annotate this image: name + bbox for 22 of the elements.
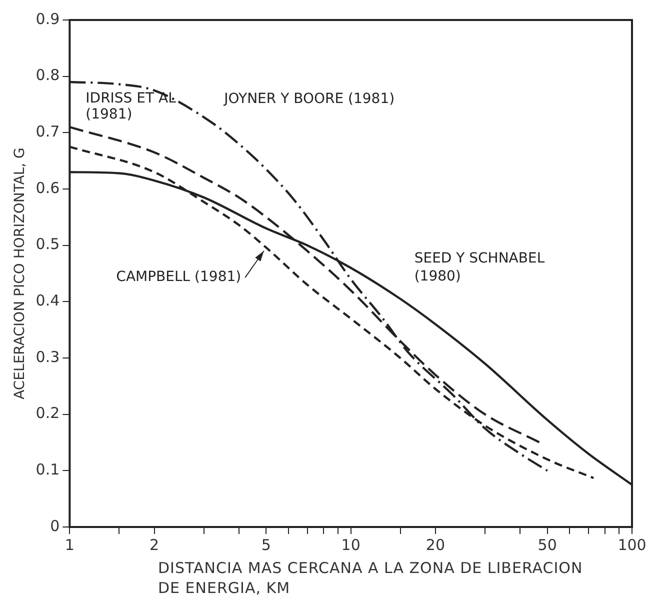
x-tick-label: 2: [150, 536, 160, 554]
y-tick-label: 0.4: [36, 292, 60, 310]
y-tick-label: 0.5: [36, 235, 60, 254]
y-axis-title: ACELERACION PICO HORIZONTAL, G: [12, 148, 28, 400]
y-tick-label: 0.3: [36, 348, 60, 366]
y-tick-label: 0.9: [36, 10, 60, 28]
y-tick-label: 0.6: [36, 178, 60, 197]
x-tick-label: 50: [538, 536, 557, 554]
series-label: JOYNER Y BOORE (1981): [223, 91, 395, 108]
x-tick-label: 1: [64, 536, 74, 554]
y-tick-label: 0: [50, 516, 60, 535]
y-tick-label: 0.8: [36, 66, 60, 84]
x-tick-label: 100: [618, 536, 646, 554]
y-tick-label: 0.2: [36, 404, 60, 422]
series-label: SEED Y SCHNABEL (1980): [414, 250, 545, 284]
x-tick-label: 5: [261, 536, 271, 554]
y-tick-label: 0.1: [36, 460, 60, 479]
y-tick-label: 0.7: [36, 122, 60, 141]
text: CAMPBELL (1981): [116, 269, 242, 286]
x-tick-label: 10: [341, 536, 360, 554]
x-tick-label: 20: [426, 536, 446, 554]
x-axis-title: DISTANCIA MAS CERCANA A LA ZONA DE LIBERACION DE ENERGIA, KM: [158, 558, 584, 598]
